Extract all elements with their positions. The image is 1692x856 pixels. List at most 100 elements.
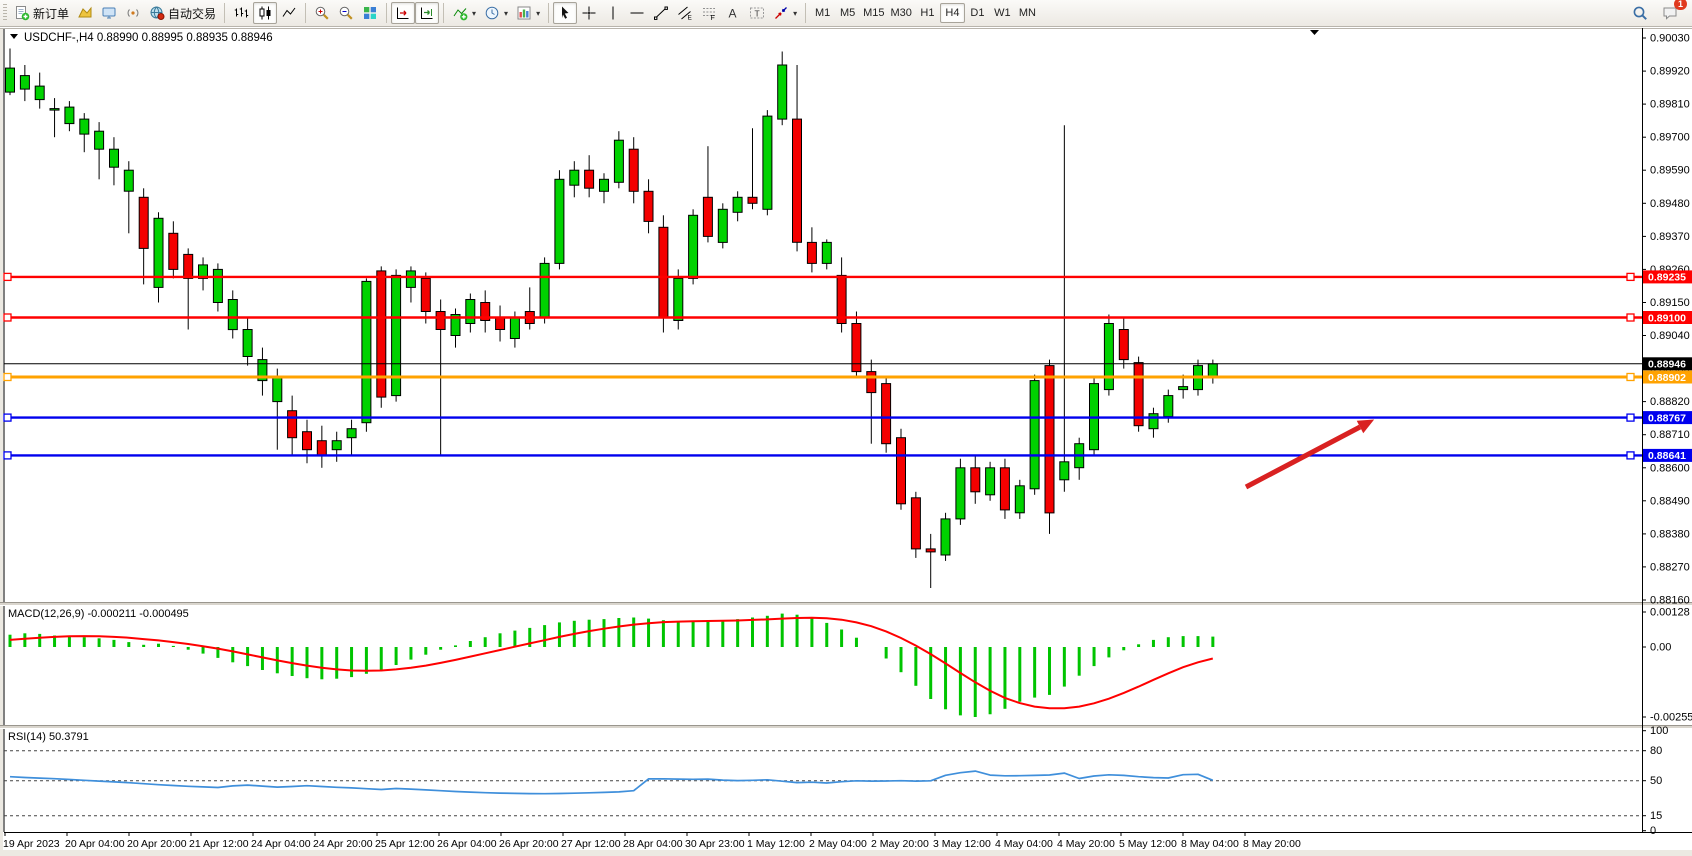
dropdown-caret-icon: ▾ (504, 8, 509, 18)
shift-icon (397, 7, 409, 19)
bar-chart-button[interactable] (229, 2, 253, 24)
chart-marker-icon[interactable] (1310, 30, 1319, 35)
timeframe-M15-button[interactable]: M15 (863, 7, 885, 19)
svg-text:0.89370: 0.89370 (1650, 231, 1690, 243)
svg-text:E: E (688, 15, 693, 22)
svg-text:0.00128: 0.00128 (1650, 607, 1690, 619)
svg-text:19 Apr 2023: 19 Apr 2023 (3, 838, 60, 850)
svg-text:0.88270: 0.88270 (1650, 561, 1690, 573)
svg-text:30 Apr 23:00: 30 Apr 23:00 (685, 838, 745, 850)
dropdown-caret-icon: ▾ (793, 8, 798, 18)
svg-text:4 May 20:00: 4 May 20:00 (1057, 838, 1115, 850)
timeframe-M5-button[interactable]: M5 (839, 7, 856, 19)
tile-windows-button[interactable] (358, 2, 382, 24)
horizontal-line-0.88641[interactable] (3, 451, 1642, 460)
signal-icon (127, 9, 139, 17)
candle-chart-button[interactable] (253, 2, 278, 24)
chart-profiles-button[interactable] (73, 2, 97, 24)
text-label-button[interactable]: T (745, 2, 769, 24)
auto-trading-button[interactable]: 自动交易 (145, 2, 220, 24)
tile-icon (364, 7, 377, 19)
templates-button[interactable]: ▾ (512, 2, 544, 24)
timeframe-M30-button[interactable]: M30 (890, 7, 912, 19)
search-button[interactable] (1628, 2, 1652, 24)
notification-badge: 1 (1673, 0, 1687, 10)
svg-text:T: T (755, 9, 760, 19)
svg-text:2 May 20:00: 2 May 20:00 (871, 838, 929, 850)
svg-text:USDCHF-,H4 0.88990 0.88995 0.: USDCHF-,H4 0.88990 0.88995 0.88935 0.889… (24, 32, 273, 44)
trendline-button[interactable] (649, 2, 673, 24)
toolbar-drag-handle[interactable] (3, 4, 7, 22)
zoom-out-button[interactable] (334, 2, 358, 24)
svg-text:0.88600: 0.88600 (1650, 462, 1690, 474)
line-chart-button[interactable] (277, 2, 301, 24)
pane-separator[interactable] (0, 602, 1692, 606)
macd-histogram (8, 613, 1215, 717)
macd-signal-line (9, 616, 1214, 710)
chart-shift-button[interactable] (391, 2, 416, 24)
time-axis[interactable]: 19 Apr 2023 20 Apr 04:00 20 Apr 20:00 21… (3, 832, 1301, 850)
symbol-dropdown-icon (10, 34, 18, 39)
arrows-button[interactable]: ▾ (769, 2, 801, 24)
fibonacci-button[interactable]: F (697, 2, 721, 24)
candlestick-series (5, 48, 1218, 588)
horizontal-line-0.89100[interactable] (3, 313, 1642, 322)
horizontal-line-button[interactable] (625, 2, 649, 24)
linechart-icon (282, 7, 296, 17)
level-price-label-0.89100: 0.89100 (1643, 311, 1692, 324)
svg-text:28 Apr 04:00: 28 Apr 04:00 (623, 838, 683, 850)
toolbar-separator (305, 3, 307, 23)
svg-text:-0.002559: -0.002559 (1650, 712, 1692, 724)
svg-text:20 Apr 04:00: 20 Apr 04:00 (65, 838, 125, 850)
timeframe-H4-button[interactable]: H4 (939, 3, 965, 23)
new-order-button[interactable]: 新订单 (10, 2, 73, 24)
macd-indicator-label: MACD(12,26,9) -0.000211 -0.000495 (8, 608, 189, 620)
zoomin-icon (315, 6, 329, 20)
pane-separator[interactable] (0, 725, 1692, 729)
zoom-in-button[interactable] (310, 2, 334, 24)
svg-text:0.89810: 0.89810 (1650, 99, 1690, 111)
cursor-button[interactable] (553, 2, 578, 24)
level-price-label-0.89235: 0.89235 (1643, 270, 1692, 284)
timeframe-H1-button[interactable]: H1 (920, 7, 935, 19)
vline-icon (612, 6, 614, 20)
svg-text:F: F (711, 15, 715, 21)
toolbar-separator (548, 3, 550, 23)
timeframe-M1-button[interactable]: M1 (814, 7, 831, 19)
svg-text:20 Apr 20:00: 20 Apr 20:00 (127, 838, 187, 850)
template-icon (517, 6, 531, 20)
timeframe-MN-button[interactable]: MN (1018, 7, 1036, 19)
signals-button[interactable] (121, 2, 145, 24)
svg-text:0.88767: 0.88767 (1648, 412, 1686, 424)
toolbar-separator (443, 3, 445, 23)
auto-scroll-button[interactable] (415, 2, 440, 24)
fibo-icon: F (703, 8, 716, 21)
svg-text:0.90030: 0.90030 (1650, 33, 1690, 45)
horizontal-line-0.88767[interactable] (3, 413, 1642, 422)
horizontal-line-0.88902[interactable] (3, 372, 1642, 382)
current-price-label: 0.88946 (1643, 357, 1692, 371)
equidistant-channel-button[interactable]: E (673, 2, 697, 24)
vertical-line-button[interactable] (601, 2, 625, 24)
svg-text:50: 50 (1650, 775, 1662, 787)
arrow-annotation[interactable] (1244, 419, 1375, 490)
market-watch-button[interactable] (97, 2, 121, 24)
timeframe-W1-button[interactable]: W1 (994, 7, 1011, 19)
chat-icon (1663, 7, 1677, 20)
svg-text:8 May 04:00: 8 May 04:00 (1181, 838, 1239, 850)
cursor-icon (562, 6, 569, 19)
timeframe-D1-button[interactable]: D1 (970, 7, 985, 19)
indicators-button[interactable]: ▾ (448, 2, 480, 24)
dropdown-caret-icon: ▾ (536, 8, 541, 18)
horizontal-line-0.89235[interactable] (3, 272, 1642, 282)
periods-button[interactable]: ▾ (480, 2, 512, 24)
crosshair-button[interactable] (577, 2, 601, 24)
textA-icon: A (729, 7, 737, 21)
rsi-line (9, 770, 1214, 795)
notifications-button[interactable]: 1 (1658, 0, 1687, 24)
search-icon (1633, 6, 1647, 20)
svg-text:24 Apr 20:00: 24 Apr 20:00 (313, 838, 373, 850)
text-button[interactable]: A (721, 2, 745, 24)
